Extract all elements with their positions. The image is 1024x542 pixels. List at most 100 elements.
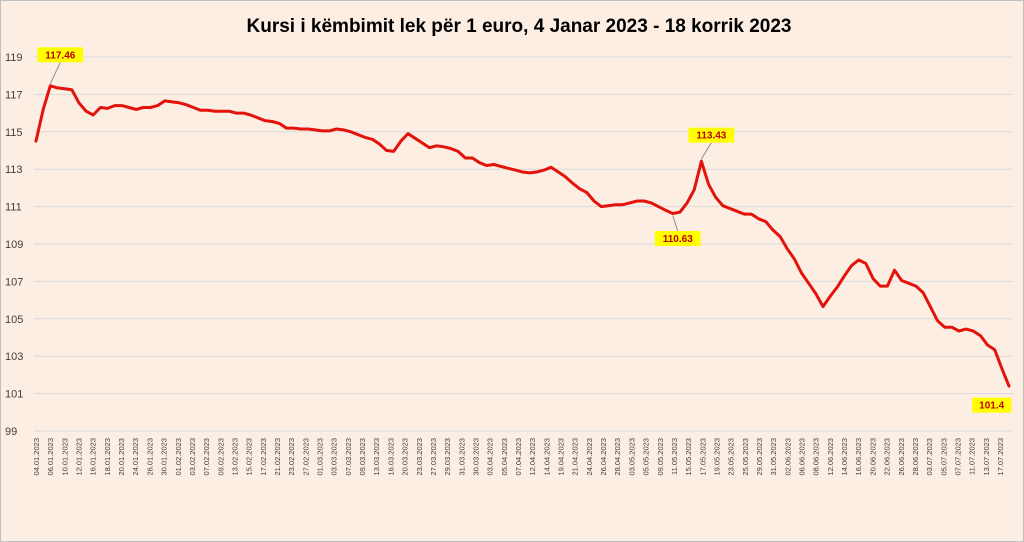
x-axis: 04.01.2023 06.01.2023 10.01.2023 12.01.2023… (32, 438, 1005, 476)
x-tick-label: 13.03.2023 (372, 438, 381, 476)
x-tick-label: 03.05.2023 (627, 438, 636, 476)
x-tick-label: 20.01.2023 (117, 438, 126, 476)
annotations: 117.46 110.63 113.43 101.4 (37, 47, 1012, 413)
annotation-leader (700, 142, 712, 160)
annotation-box (971, 397, 1012, 413)
x-tick-label: 12.04.2023 (528, 438, 537, 476)
x-tick-label: 20.03.2023 (401, 438, 410, 476)
x-tick-label: 14.06.2023 (840, 438, 849, 476)
x-tick-label: 05.07.2023 (939, 438, 948, 476)
x-tick-label: 16.06.2023 (854, 438, 863, 476)
x-tick-label: 08.06.2023 (812, 438, 821, 476)
y-tick-label: 113 (5, 164, 23, 176)
annotation-box (654, 231, 701, 247)
x-tick-label: 29.03.2023 (443, 438, 452, 476)
data-label: 110.63 (663, 234, 693, 245)
annotation-leader (672, 215, 679, 232)
x-tick-label: 25.05.2023 (741, 438, 750, 476)
x-tick-label: 26.01.2023 (145, 438, 154, 476)
y-tick-label: 119 (5, 52, 23, 64)
x-tick-label: 26.04.2023 (599, 438, 608, 476)
x-tick-label: 19.04.2023 (557, 438, 566, 476)
x-tick-label: 11.07.2023 (968, 438, 977, 475)
data-label: 117.46 (45, 50, 75, 61)
x-tick-label: 03.07.2023 (925, 438, 934, 476)
x-tick-label: 09.02.2023 (216, 438, 225, 476)
x-tick-label: 09.03.2023 (358, 438, 367, 476)
x-tick-label: 03.02.2023 (188, 438, 197, 476)
annotation-box (688, 127, 735, 143)
x-tick-label: 20.06.2023 (868, 438, 877, 476)
y-tick-label: 99 (5, 426, 17, 438)
annotation-leader (49, 62, 61, 85)
x-tick-label: 31.03.2023 (457, 438, 466, 476)
x-tick-label: 06.01.2023 (46, 438, 55, 476)
x-tick-label: 29.05.2023 (755, 438, 764, 476)
x-tick-label: 21.04.2023 (571, 438, 580, 476)
x-tick-label: 31.05.2023 (769, 438, 778, 476)
series-layer (34, 84, 1011, 388)
x-tick-label: 07.03.2023 (344, 438, 353, 476)
x-tick-label: 16.01.2023 (89, 438, 98, 476)
y-tick-label: 115 (5, 127, 23, 139)
x-tick-label: 07.04.2023 (514, 438, 523, 476)
x-tick-label: 17.02.2023 (259, 438, 268, 476)
x-tick-label: 23.05.2023 (727, 438, 736, 476)
x-tick-label: 21.02.2023 (273, 438, 282, 476)
x-tick-label: 26.06.2023 (897, 438, 906, 476)
x-tick-label: 27.02.2023 (301, 438, 310, 476)
x-tick-label: 04.01.2023 (32, 438, 41, 476)
data-label: 101.4 (979, 401, 1004, 412)
y-tick-label: 117 (5, 89, 23, 101)
data-label: 113.43 (696, 131, 726, 142)
x-tick-label: 24.04.2023 (585, 438, 594, 476)
x-tick-label: 02.06.2023 (783, 438, 792, 476)
x-tick-label: 30.01.2023 (160, 438, 169, 476)
x-tick-label: 27.03.2023 (429, 438, 438, 476)
y-tick-label: 101 (5, 389, 23, 401)
x-tick-label: 05.05.2023 (642, 438, 651, 476)
x-tick-label: 24.01.2023 (131, 438, 140, 476)
gridlines (34, 56, 1013, 432)
y-tick-label: 111 (5, 202, 22, 214)
y-tick-label: 105 (5, 314, 23, 326)
x-tick-label: 07.02.2023 (202, 438, 211, 476)
y-tick-label: 107 (5, 276, 23, 288)
x-tick-label: 23.03.2023 (415, 438, 424, 476)
x-tick-label: 01.02.2023 (174, 438, 183, 476)
x-tick-label: 28.04.2023 (613, 438, 622, 476)
x-tick-label: 07.07.2023 (953, 438, 962, 476)
x-tick-label: 14.04.2023 (542, 438, 551, 476)
x-tick-label: 23.02.2023 (287, 438, 296, 476)
x-tick-label: 22.06.2023 (883, 438, 892, 476)
x-tick-label: 03.04.2023 (486, 438, 495, 476)
x-tick-label: 15.02.2023 (245, 438, 254, 476)
x-tick-label: 03.03.2023 (330, 438, 339, 476)
x-tick-label: 19.05.2023 (712, 438, 721, 476)
x-tick-label: 12.06.2023 (826, 438, 835, 476)
x-tick-label: 09.05.2023 (656, 438, 665, 476)
x-tick-label: 11.05.2023 (670, 438, 679, 475)
x-tick-label: 28.06.2023 (911, 438, 920, 476)
x-tick-label: 12.01.2023 (75, 438, 84, 476)
x-tick-label: 17.07.2023 (996, 438, 1005, 476)
x-tick-label: 18.01.2023 (103, 438, 112, 476)
x-tick-label: 30.03.2023 (471, 438, 480, 476)
exchange-rate-line (34, 84, 1011, 388)
x-tick-label: 10.01.2023 (60, 438, 69, 476)
x-tick-label: 13.02.2023 (230, 438, 239, 476)
x-tick-label: 15.05.2023 (684, 438, 693, 476)
x-tick-label: 06.06.2023 (798, 438, 807, 476)
x-tick-label: 13.07.2023 (982, 438, 991, 476)
x-tick-label: 17.05.2023 (698, 438, 707, 476)
y-tick-label: 109 (5, 239, 23, 251)
x-tick-label: 05.04.2023 (500, 438, 509, 476)
x-tick-label: 01.03.2023 (316, 438, 325, 476)
annotation-box (37, 47, 84, 63)
y-axis: 99 101 103 105 107 109 111 113 115 117 119 (5, 52, 23, 438)
y-tick-label: 103 (5, 351, 23, 363)
chart-title: Kursi i këmbimit lek për 1 euro, 4 Janar… (247, 16, 792, 37)
x-tick-label: 16.03.2023 (386, 438, 395, 476)
